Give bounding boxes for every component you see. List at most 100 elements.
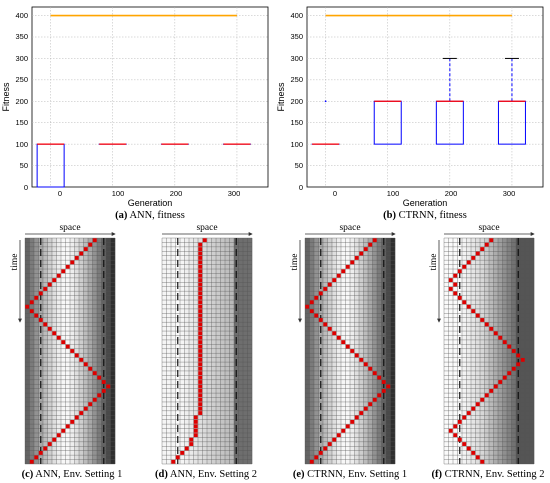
caption-text: ANN, Env. Setting 2 [170,469,257,480]
agent-cell [34,313,39,318]
agent-cell [92,238,97,243]
agent-cell [29,300,34,305]
fitness-chart-ann: 0 50 100 150 200 250 300 350 400 0 100 2… [1,6,269,221]
agent-cell [341,428,346,433]
svg-text:(e) CTRNN, Env. Setting 1: (e) CTRNN, Env. Setting 1 [293,469,407,480]
y-tick-labels: 0 50 100 150 200 250 300 350 400 [290,11,303,192]
agent-cell [193,415,198,420]
agent-cell [198,291,203,296]
agent-cell [489,326,494,331]
plot-frame [31,6,269,188]
background-column [359,238,364,464]
agent-cell [475,251,480,256]
caption-tag: (d) [155,469,168,480]
agent-cell [305,304,310,309]
agent-cell [359,411,364,415]
agent-cell [61,269,66,274]
agent-cell [516,362,521,367]
agent-cell [350,260,355,265]
agent-cell [475,455,480,460]
agent-cell [79,411,84,415]
agent-cell [83,362,88,367]
agent-cell [83,406,88,411]
y-tick-label: 200 [15,97,28,106]
agent-cell [332,437,337,442]
agent-cell [171,459,176,464]
agent-cell [363,406,368,411]
x-axis-label: Generation [403,198,448,208]
caption-text: CTRNN, Env. Setting 2 [445,469,545,480]
background-column [507,238,512,464]
y-tick-label: 50 [295,161,303,170]
agent-cell [198,371,203,376]
agent-cell [198,344,203,349]
agent-cell [43,446,48,451]
background-column [341,238,346,464]
agent-cell [189,442,194,446]
background-column [202,238,208,464]
background-column [305,238,310,464]
background-column [211,238,217,464]
agent-cell [471,256,476,260]
background-column [332,238,337,464]
agent-cell [372,397,377,402]
agent-cell [198,357,203,362]
background-column [314,238,319,464]
agent-cell [448,287,453,291]
background-column [34,238,39,464]
time-label: time [10,254,20,271]
y-tick-label: 300 [290,54,303,63]
x-tick-label: 0 [58,189,62,198]
agent-cell [341,340,346,345]
agent-cell [466,260,471,265]
agent-cell [359,357,364,362]
agent-cell [79,251,84,256]
agent-cell [198,322,203,327]
background-column [193,238,199,464]
agent-cell [323,322,328,327]
y-axis-label: Fitness [276,82,286,112]
agent-cell [74,415,79,420]
agent-cell [198,331,203,336]
agent-cell [198,375,203,380]
agent-cell [493,331,498,336]
agent-cell [314,313,319,318]
agent-cell [56,273,61,278]
agent-cell [198,287,203,291]
y-tick-label: 100 [15,140,28,149]
agent-cell [345,344,350,349]
background-column [243,238,248,464]
agent-cell [502,340,507,345]
agent-cell [368,402,373,407]
grid-area [304,237,396,465]
agent-cell [520,357,525,362]
agent-cell [462,442,467,446]
caption-text: CTRNN, fitness [399,210,467,221]
trajectory-grid-ann-setting-2: space (d) ANN, Env. Setting 2 [155,223,257,480]
agent-cell [475,402,480,407]
caption: (d) ANN, Env. Setting 2 [155,469,257,480]
agent-cell [354,353,359,358]
background-column [336,238,342,464]
agent-cell [198,353,203,358]
svg-text:(f) CTRNN, Env. Setting 2: (f) CTRNN, Env. Setting 2 [431,469,544,480]
agent-cell [471,451,476,455]
agent-cell [466,446,471,451]
agent-cell [198,251,203,256]
agent-cell [92,397,97,402]
agent-cell [480,397,485,402]
background-column [61,238,66,464]
agent-cell [198,388,203,393]
background-column [462,238,467,464]
agent-cell [516,353,521,358]
agent-cell [79,357,84,362]
background-column [162,238,167,464]
agent-cell [180,451,185,455]
y-tick-label: 150 [15,118,28,127]
agent-cell [377,375,382,380]
background-column [74,238,80,464]
y-tick-labels: 0 50 100 150 200 250 300 350 400 [15,11,28,192]
trajectory-grid-ctrnn-setting-2: space time (f) CTRNN, Env. Setting 2 [429,223,545,480]
agent-cell [198,384,203,389]
agent-cell [318,318,323,322]
